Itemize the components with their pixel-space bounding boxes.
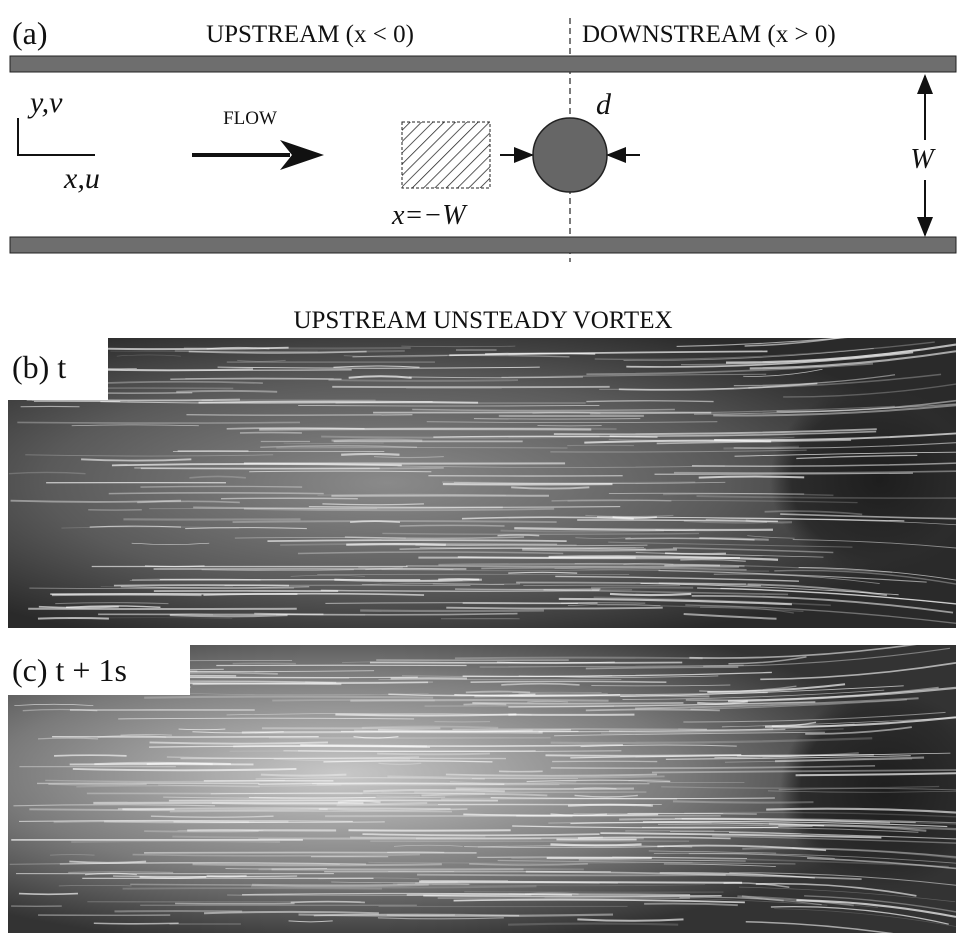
streak (358, 567, 403, 568)
streak (446, 608, 662, 609)
streak (145, 566, 205, 567)
cylinder (533, 118, 607, 192)
streak (350, 700, 608, 701)
streak (109, 493, 324, 494)
axis-x-label: x,u (63, 162, 100, 195)
streak (613, 517, 657, 518)
streak (485, 353, 595, 354)
streak (610, 594, 691, 595)
streak (522, 550, 677, 551)
streak (508, 924, 678, 925)
bottom-wall (10, 237, 956, 253)
panel-label: (a) (12, 15, 48, 51)
section-title: UPSTREAM UNSTEADY VORTEX (293, 307, 672, 334)
streak (94, 923, 179, 924)
streak (132, 579, 260, 580)
flow-label: FLOW (223, 108, 277, 129)
streak (17, 422, 300, 423)
streak (627, 813, 756, 814)
streak (233, 521, 557, 522)
upstream-label: UPSTREAM (x < 0) (206, 21, 414, 48)
width-label: W (910, 144, 936, 175)
streak (175, 351, 405, 352)
streak (54, 755, 127, 756)
streak (673, 801, 814, 802)
streak (48, 784, 146, 785)
streak (68, 872, 173, 873)
streak (321, 590, 600, 591)
streak (498, 535, 540, 536)
streak (417, 875, 726, 876)
streak (29, 809, 327, 810)
top-wall (10, 56, 956, 72)
streak (332, 440, 423, 441)
streak (38, 738, 98, 739)
schematic: (a) UPSTREAM (x < 0) DOWNSTREAM (x > 0) … (10, 14, 962, 262)
streak (272, 869, 524, 870)
streak (19, 894, 78, 895)
axes-icon (18, 118, 95, 155)
streak (144, 697, 433, 698)
streak (501, 531, 664, 532)
streak (123, 888, 382, 889)
figure: (a) UPSTREAM (x < 0) DOWNSTREAM (x > 0) … (0, 0, 966, 933)
streak (328, 380, 517, 381)
streak (474, 419, 640, 420)
position-label: x=−W (391, 200, 468, 231)
streak (471, 681, 667, 682)
streak (134, 468, 444, 469)
streak (38, 618, 109, 619)
streak (377, 796, 420, 797)
streak (442, 482, 695, 483)
streak (176, 391, 277, 392)
streak (455, 658, 703, 659)
streak (259, 429, 591, 430)
streak (291, 902, 365, 903)
downstream-label: DOWNSTREAM (x > 0) (582, 21, 836, 48)
streak (261, 775, 346, 776)
streak (335, 714, 516, 715)
streak (140, 486, 302, 487)
streak (170, 615, 288, 616)
measurement-window (402, 122, 490, 188)
streak (400, 525, 505, 526)
streak (118, 808, 451, 809)
panel-c-label: (c) t + 1s (12, 652, 127, 688)
streak (363, 790, 505, 791)
panel-b-label: (b) t (12, 349, 66, 385)
page: {"panel_a": {"label": "(a)", "upstream":… (0, 0, 966, 933)
streak (472, 703, 683, 704)
streak (377, 754, 490, 755)
diameter-label: d (596, 88, 612, 121)
streak (341, 454, 399, 455)
body: (a) UPSTREAM (x < 0) DOWNSTREAM (x > 0) … (0, 0, 966, 933)
streak (71, 841, 280, 842)
streak (699, 477, 804, 478)
photo-b (8, 326, 966, 628)
streak (665, 553, 726, 554)
streak (276, 447, 567, 448)
streak (309, 507, 620, 508)
axis-y-label: y,v (27, 86, 63, 119)
